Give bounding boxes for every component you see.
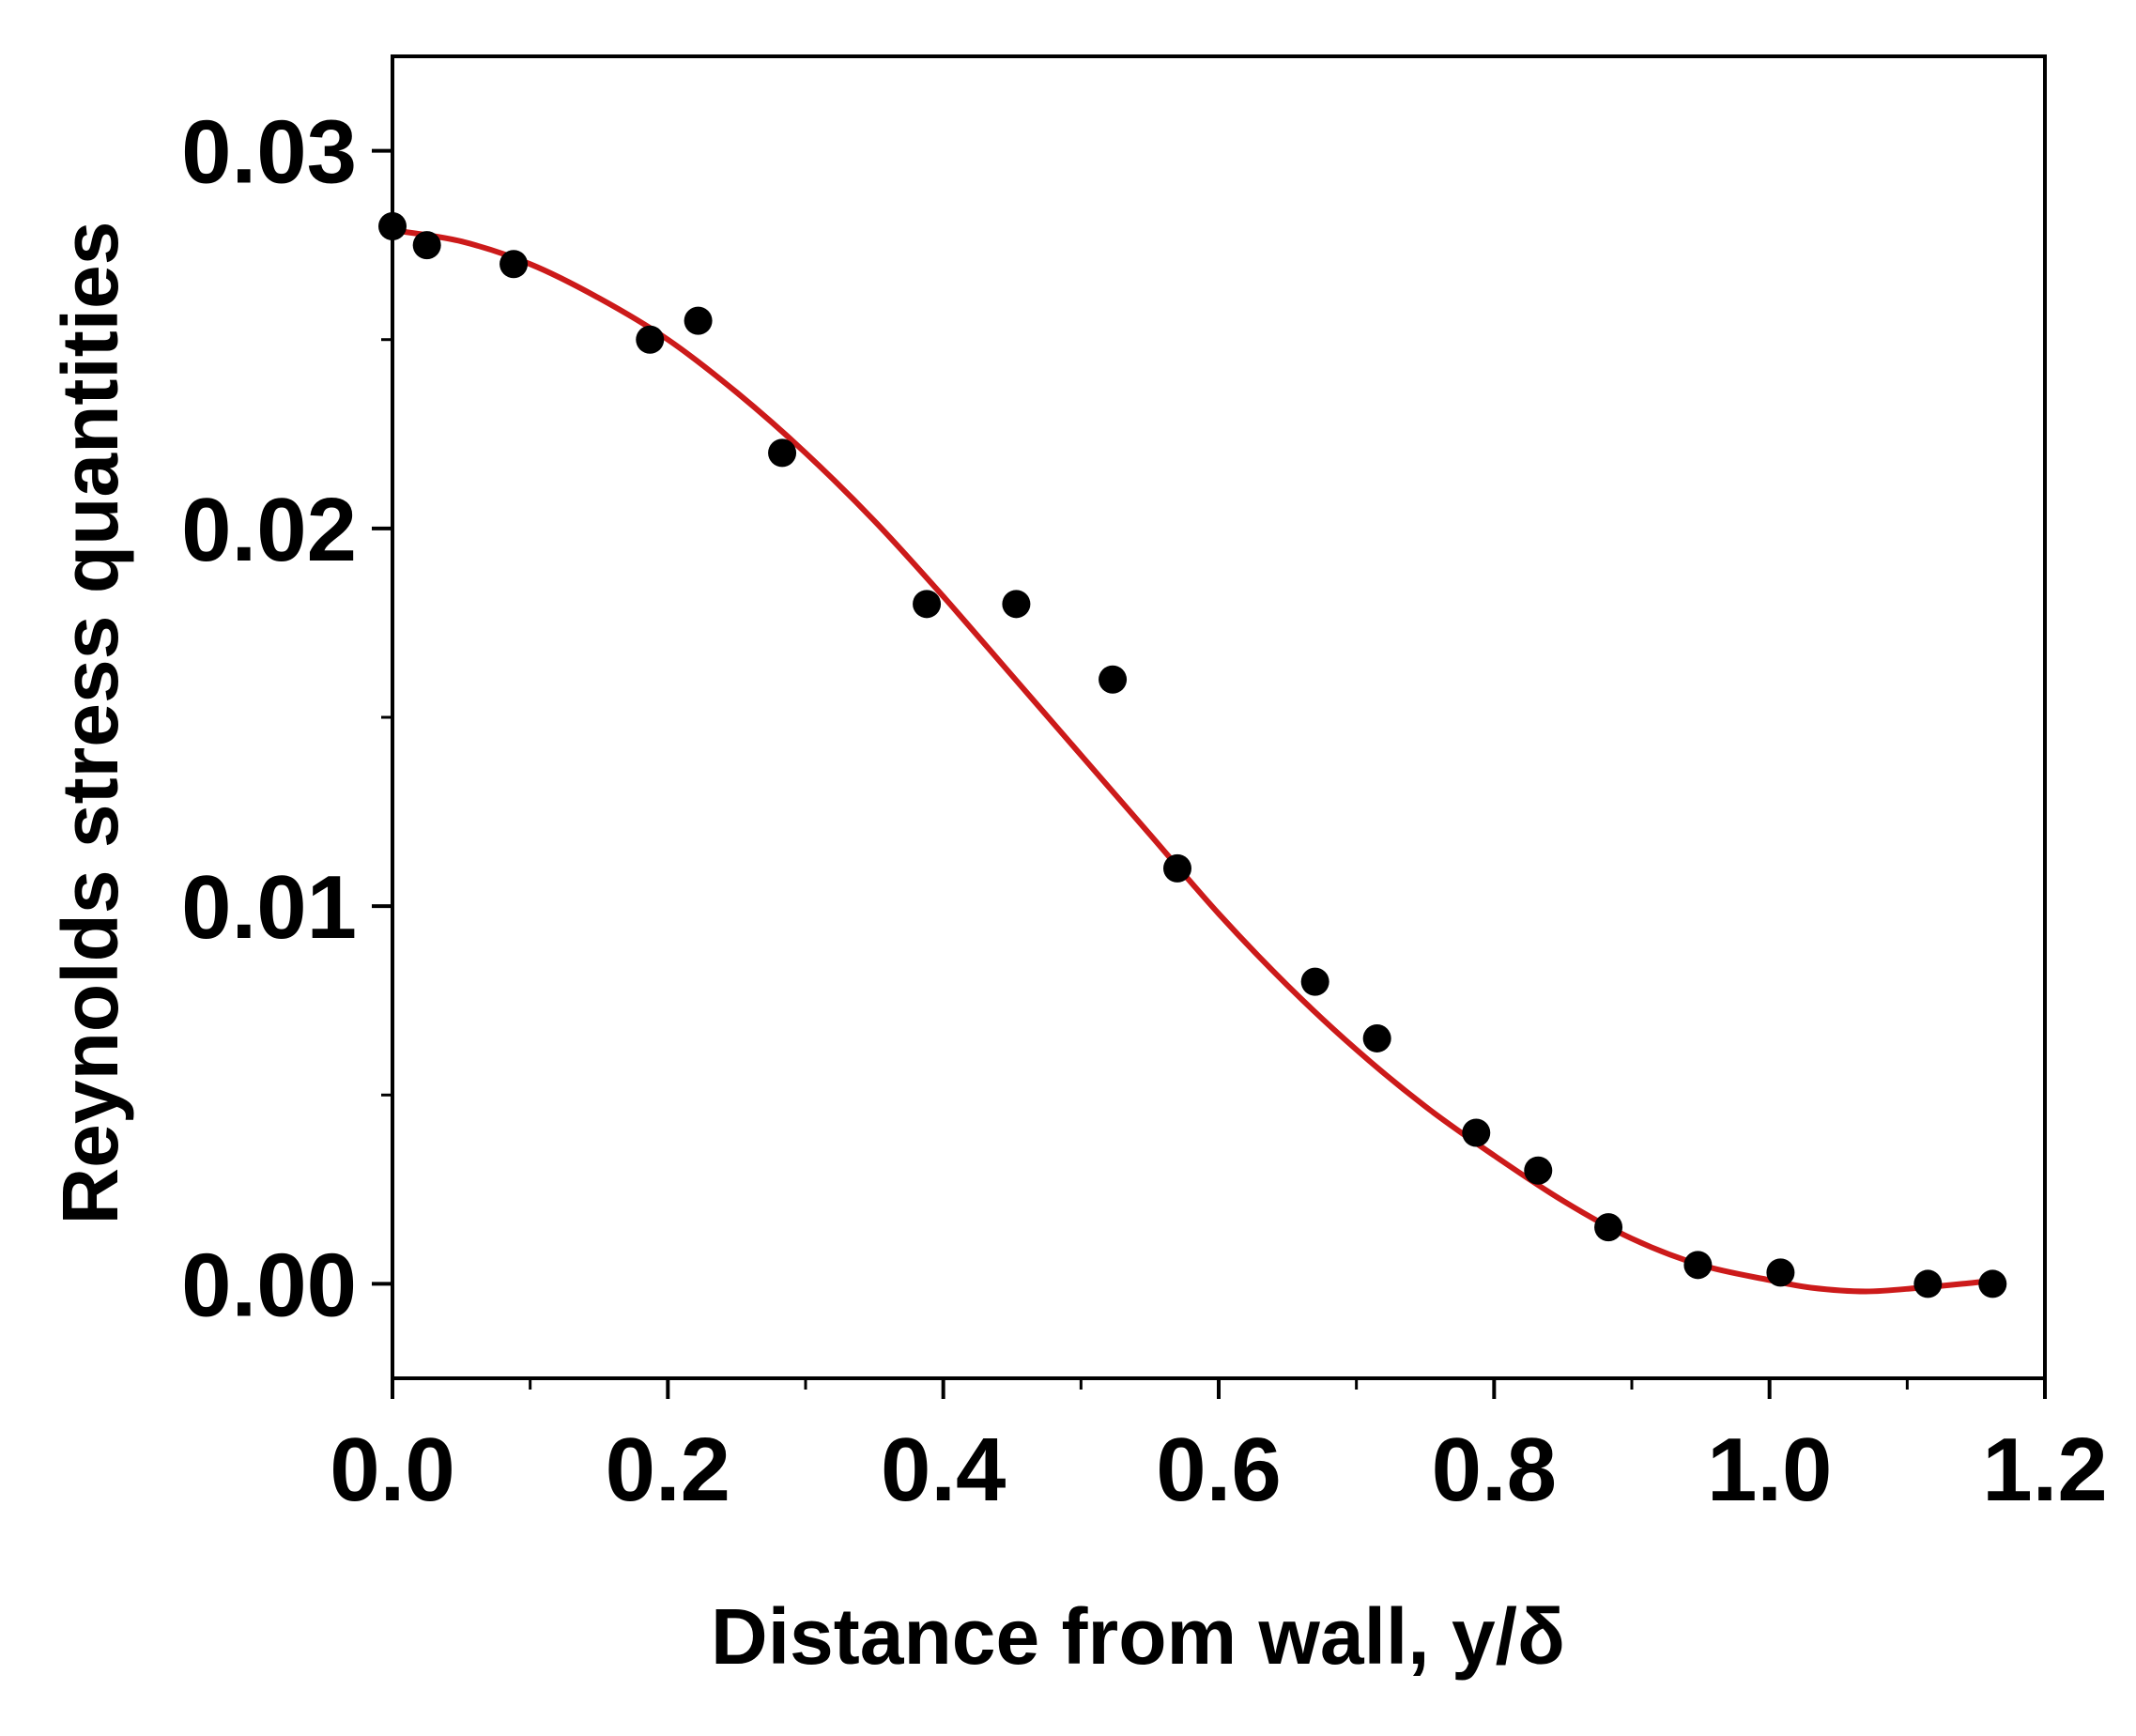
x-tick-label: 1.0 bbox=[1707, 1420, 1832, 1520]
data-point bbox=[1002, 590, 1031, 619]
x-tick-label: 1.2 bbox=[1982, 1420, 2107, 1520]
x-tick-label: 0.0 bbox=[330, 1420, 454, 1520]
y-tick-label: 0.03 bbox=[181, 102, 357, 203]
y-tick-label: 0.00 bbox=[181, 1235, 357, 1335]
y-tick-label: 0.02 bbox=[181, 480, 357, 580]
fit-curve bbox=[390, 227, 2000, 1295]
data-point bbox=[1462, 1118, 1491, 1147]
data-point bbox=[1163, 853, 1191, 883]
data-point bbox=[768, 438, 797, 468]
y-tick-label: 0.01 bbox=[181, 857, 357, 958]
data-point bbox=[913, 590, 942, 619]
data-point bbox=[1099, 665, 1128, 694]
data-point bbox=[378, 212, 407, 241]
x-axis-title: Distance from wall, y/δ bbox=[711, 1592, 1565, 1681]
x-tick-label: 0.8 bbox=[1432, 1420, 1557, 1520]
data-point bbox=[1594, 1213, 1623, 1242]
data-point bbox=[1913, 1269, 1943, 1298]
plot-frame bbox=[391, 54, 2047, 1380]
data-point bbox=[1362, 1023, 1391, 1052]
x-tick-label: 0.6 bbox=[1156, 1420, 1281, 1520]
data-point bbox=[1300, 967, 1329, 996]
data-point bbox=[636, 325, 665, 354]
data-point bbox=[412, 231, 441, 260]
data-point bbox=[1766, 1258, 1795, 1287]
data-point bbox=[1524, 1156, 1553, 1185]
data-point bbox=[684, 306, 713, 335]
data-point bbox=[1683, 1251, 1713, 1280]
data-point bbox=[1978, 1269, 2007, 1298]
x-tick-label: 0.2 bbox=[606, 1420, 730, 1520]
x-tick-label: 0.4 bbox=[881, 1420, 1006, 1520]
data-point bbox=[499, 250, 529, 279]
y-axis-title: Reynolds stress quantities bbox=[46, 222, 134, 1225]
